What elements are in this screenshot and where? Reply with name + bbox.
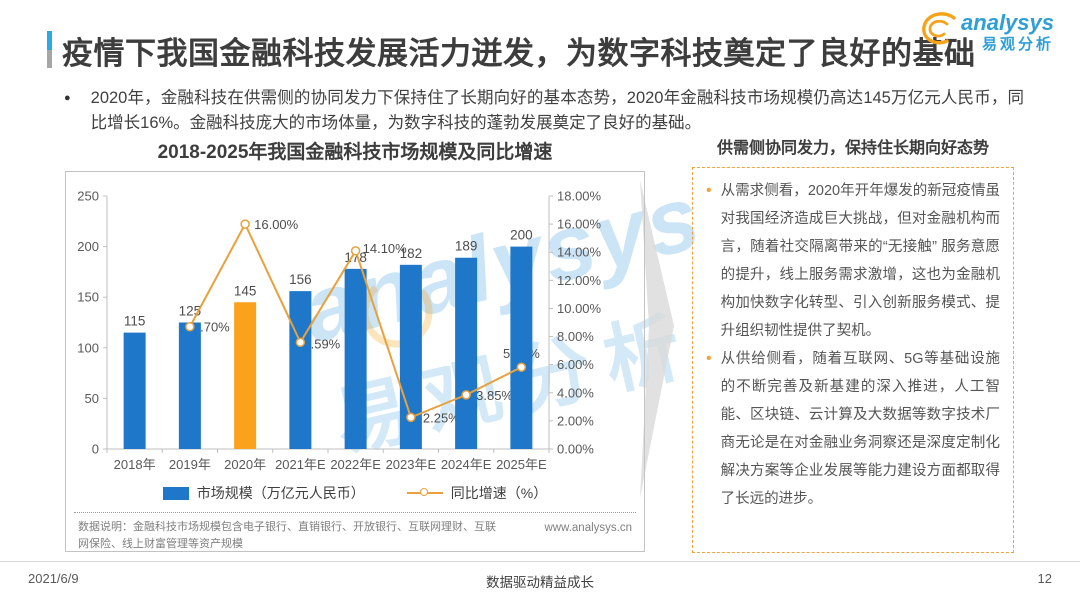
- svg-text:189: 189: [455, 239, 478, 254]
- legend-line-label: 同比增速（%）: [450, 485, 548, 501]
- line-marker-2023年E: [406, 412, 416, 423]
- bar-2018年: [123, 332, 146, 449]
- svg-text:2023年E: 2023年E: [386, 457, 437, 472]
- legend-bar-label: 市场规模（万亿元人民币）: [196, 485, 365, 501]
- svg-text:2.00%: 2.00%: [557, 413, 594, 428]
- svg-text:2020年: 2020年: [224, 457, 266, 472]
- svg-text:18.00%: 18.00%: [557, 189, 602, 204]
- legend-line-swatch: [406, 488, 443, 496]
- panel-bullet-demand-text: 从需求侧看，2020年开年爆发的新冠疫情虽对我国经济造成巨大挑战，但对金融机构而…: [720, 183, 1000, 339]
- svg-text:156: 156: [289, 272, 312, 287]
- bar-2024年E: [455, 257, 478, 449]
- market-size-growth-chart: 0 50 100 150 200 250 0.00% 2.00% 4.00% 6.00% 8.00%…: [77, 189, 602, 473]
- line-marker-2020年: [240, 219, 250, 229]
- svg-text:8.70%: 8.70%: [193, 320, 230, 335]
- svg-text:2021年E: 2021年E: [275, 457, 326, 472]
- bar-2020年: [234, 302, 257, 449]
- title-row: 疫情下我国金融科技发展活力迸发，为数字科技奠定了良好的基础: [47, 28, 976, 73]
- svg-text:14.00%: 14.00%: [557, 245, 602, 260]
- bar-2019年: [178, 322, 201, 449]
- svg-text:115: 115: [124, 314, 146, 329]
- bar-2021年E: [289, 291, 312, 449]
- svg-text:200: 200: [77, 239, 99, 254]
- panel-bullet-supply: • 从供给侧看，随着互联网、5G等基础设施的不断完善及新基建的深入推进，人工智能…: [706, 345, 1000, 513]
- svg-text:2024年E: 2024年E: [441, 457, 492, 472]
- panel-bullet-demand: • 从需求侧看，2020年开年爆发的新冠疫情虽对我国经济造成巨大挑战，但对金融机…: [706, 177, 1000, 345]
- line-marker-2019年: [185, 321, 195, 332]
- svg-text:10.00%: 10.00%: [557, 301, 602, 316]
- svg-text:0.00%: 0.00%: [557, 442, 594, 457]
- svg-text:200: 200: [510, 228, 533, 243]
- logo-wordmark-en: analysys: [961, 10, 1054, 35]
- analysys-logo: analysys 易观分析: [922, 12, 1054, 54]
- svg-text:16.00%: 16.00%: [254, 217, 299, 232]
- svg-text:150: 150: [77, 290, 99, 305]
- legend-item-growth-rate: 同比增速（%）: [406, 483, 548, 503]
- chart-section: 2018-2025年我国金融科技市场规模及同比增速 0 50 100 150 200 25…: [65, 142, 645, 552]
- orange-bullet-icon: •: [706, 350, 712, 367]
- svg-text:2018年: 2018年: [114, 457, 156, 472]
- right-panel: 供需侧协同发力，保持住长期向好态势 • 从需求侧看，2020年开年爆发的新冠疫情…: [692, 139, 1014, 553]
- svg-text:14.10%: 14.10%: [363, 241, 408, 256]
- line-marker-2022年E: [350, 246, 361, 256]
- svg-text:145: 145: [234, 283, 257, 298]
- orange-bullet-icon: •: [706, 182, 712, 199]
- bar-2022年E: [344, 268, 367, 449]
- panel-box: • 从需求侧看，2020年开年爆发的新冠疫情虽对我国经济造成巨大挑战，但对金融机…: [692, 167, 1014, 553]
- svg-text:4.00%: 4.00%: [557, 385, 594, 400]
- panel-bullet-supply-text: 从供给侧看，随着互联网、5G等基础设施的不断完善及新基建的深入推进，人工智能、区…: [720, 351, 1000, 507]
- source-url: www.analysys.cn: [544, 522, 632, 534]
- svg-text:182: 182: [400, 246, 423, 261]
- chart-legend: 市场规模（万亿元人民币） 同比增速（%）: [66, 482, 644, 504]
- svg-text:7.59%: 7.59%: [303, 336, 340, 351]
- note-divider: [74, 512, 636, 513]
- panel-heading: 供需侧协同发力，保持住长期向好态势: [716, 140, 989, 157]
- chart-card: 0 50 100 150 200 250 0.00% 2.00% 4.00% 6.00% 8.00%…: [65, 171, 645, 552]
- data-note: 数据说明：金融科技市场规模包含电子银行、直销银行、开放银行、互联网理财、互联网保…: [78, 521, 496, 550]
- svg-text:50: 50: [85, 391, 99, 406]
- logo-swirl-icon: [922, 12, 956, 45]
- svg-text:2019年: 2019年: [169, 457, 211, 472]
- svg-text:2.25%: 2.25%: [423, 410, 460, 425]
- legend-line-marker: [419, 488, 428, 496]
- title-accent-bar: [47, 31, 52, 68]
- note-row: 数据说明：金融科技市场规模包含电子银行、直销银行、开放银行、互联网理财、互联网保…: [66, 513, 644, 551]
- page-number: 12: [1037, 571, 1052, 586]
- legend-bar-swatch: [162, 486, 189, 500]
- svg-text:6.00%: 6.00%: [557, 357, 594, 372]
- line-marker-2021年E: [295, 337, 306, 348]
- svg-text:8.00%: 8.00%: [557, 329, 594, 344]
- intro-bullet: ● 2020年，金融科技在供需侧的协同发力下保持住了长期向好的基本态势，2020…: [64, 86, 1024, 136]
- svg-text:250: 250: [77, 189, 99, 204]
- svg-text:3.85%: 3.85%: [476, 388, 513, 403]
- footer-date: 2021/6/9: [28, 571, 79, 586]
- line-marker-2025年E: [516, 362, 527, 372]
- footer-slogan: 数据驱动精益成长: [486, 575, 594, 590]
- footer-divider: [0, 561, 1080, 562]
- svg-text:2025年E: 2025年E: [496, 457, 547, 472]
- svg-text:0: 0: [92, 442, 99, 457]
- svg-text:12.00%: 12.00%: [557, 273, 602, 288]
- bullet-dot-icon: ●: [64, 92, 71, 104]
- chart-title: 2018-2025年我国金融科技市场规模及同比增速: [157, 142, 553, 163]
- svg-text:2022年E: 2022年E: [330, 457, 381, 472]
- intro-text: 2020年，金融科技在供需侧的协同发力下保持住了长期向好的基本态势，2020年金…: [90, 89, 1024, 132]
- right-arrow-icon: [640, 180, 674, 498]
- bar-2025年E: [510, 246, 533, 449]
- line-marker-2024年E: [461, 390, 471, 400]
- svg-text:16.00%: 16.00%: [557, 217, 602, 232]
- legend-item-market-size: 市场规模（万亿元人民币）: [162, 483, 365, 503]
- svg-text:100: 100: [77, 340, 99, 355]
- page-title: 疫情下我国金融科技发展活力迸发，为数字科技奠定了良好的基础: [62, 36, 976, 71]
- logo-wordmark-cn: 易观分析: [981, 36, 1054, 53]
